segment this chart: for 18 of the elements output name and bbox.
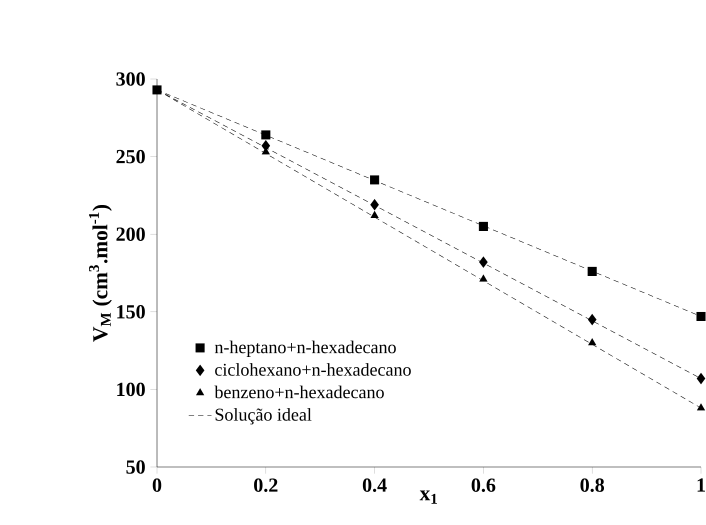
x-tick-label: 0.2 — [254, 478, 278, 492]
x-tick-label: 0 — [152, 478, 162, 492]
y-tick-label: 200 — [116, 227, 145, 241]
y-tick-label: 100 — [117, 382, 145, 396]
x-tick-label: 1 — [698, 478, 705, 492]
legend-label: n-heptano+n-hexadecano — [214, 340, 396, 357]
x-tick-label: 0.4 — [362, 478, 387, 492]
x-tick-label: 0.6 — [472, 478, 496, 492]
y-axis-title: V$_{M}$ (cm$^{3}$.mol$^{-1}$) — [89, 204, 112, 342]
y-tick-label: 250 — [116, 150, 145, 164]
x-axis-title: x$_{1}$ — [420, 490, 437, 504]
y-tick-label: 300 — [116, 72, 145, 86]
y-tick-label: 150 — [117, 305, 145, 319]
y-tick-label: 50 — [126, 460, 145, 474]
legend-label: benzeno+n-hexadecano — [214, 386, 384, 398]
legend-label: ciclohexano+n-hexadecano — [215, 363, 411, 376]
x-tick-label: 0.8 — [580, 478, 604, 492]
legend-label: Solução ideal — [216, 408, 312, 424]
